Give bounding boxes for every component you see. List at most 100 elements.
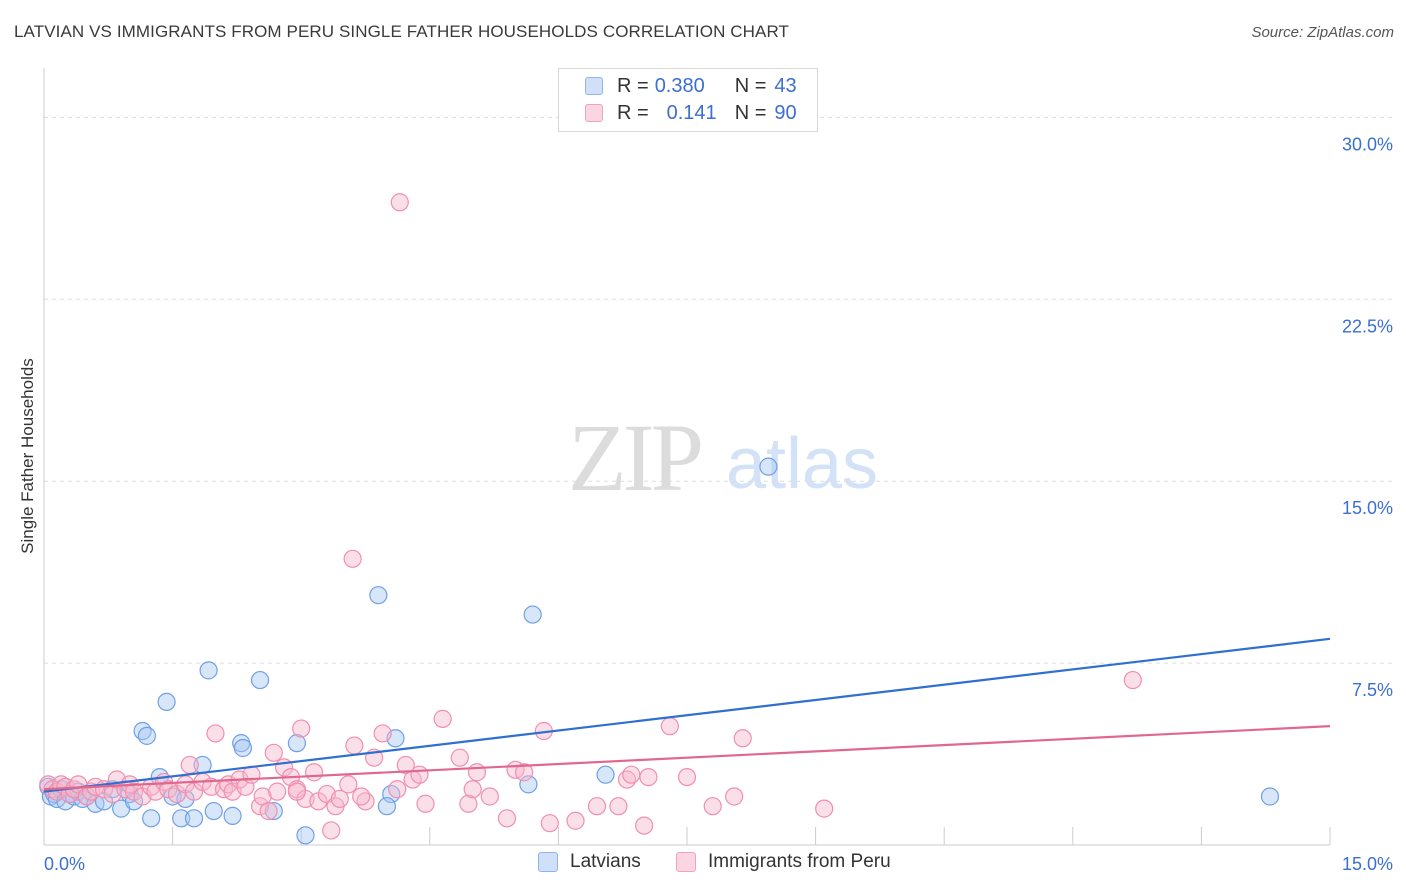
- trend-lines: [43, 637, 1331, 793]
- legend-swatch-latvians: [585, 77, 603, 95]
- data-point: [264, 743, 283, 762]
- legend-swatch-peru: [676, 852, 696, 872]
- data-point: [137, 726, 156, 745]
- data-point: [459, 794, 478, 813]
- data-point: [199, 661, 218, 680]
- data-point: [587, 797, 607, 816]
- r-label: R =: [617, 101, 649, 124]
- data-point: [233, 738, 253, 758]
- data-point: [184, 809, 204, 828]
- data-point: [296, 826, 315, 845]
- source-label: Source: ZipAtlas.com: [1251, 24, 1394, 41]
- data-point: [396, 755, 415, 775]
- data-point: [206, 724, 225, 743]
- data-point: [390, 193, 409, 212]
- legend-row-peru: R = 0.141 N = 90: [585, 101, 797, 125]
- watermark-atlas: atlas: [726, 424, 878, 504]
- watermark-zip: ZIP: [568, 404, 701, 511]
- y-tick-label: 15.0%: [1342, 498, 1393, 518]
- trend-line-latvians: [43, 637, 1331, 793]
- data-point: [523, 605, 542, 624]
- data-point: [1260, 787, 1280, 806]
- data-point: [264, 801, 283, 821]
- data-point: [382, 784, 401, 804]
- trend-line-peru: [43, 725, 1331, 791]
- data-point: [259, 801, 278, 821]
- data-point: [639, 767, 658, 787]
- y-tick-label: 22.5%: [1342, 316, 1393, 336]
- legend-label-latvians: Latvians: [570, 851, 641, 872]
- r-value: 0.380: [654, 74, 705, 97]
- legend-swatch-latvians: [538, 852, 558, 872]
- data-point: [159, 780, 178, 799]
- data-point: [733, 729, 752, 748]
- legend-item-peru: Immigrants from Peru: [676, 851, 891, 873]
- data-point: [204, 801, 223, 821]
- series-legend: Latvians Immigrants from Peru: [0, 851, 1406, 877]
- data-point: [725, 787, 744, 806]
- legend-swatch-peru: [585, 104, 603, 122]
- x-tick-label: 0.0%: [44, 854, 85, 874]
- data-point: [463, 780, 482, 799]
- data-point: [703, 797, 722, 816]
- data-point: [330, 789, 349, 809]
- n-value: 90: [774, 101, 797, 124]
- data-point: [566, 811, 585, 830]
- data-point: [660, 717, 679, 736]
- y-tick-label: 30.0%: [1342, 134, 1393, 154]
- data-point: [172, 809, 191, 828]
- legend-row-latvians: R = 0.380 N = 43: [585, 74, 797, 98]
- data-point: [343, 549, 362, 568]
- data-point: [540, 814, 559, 833]
- data-point: [287, 782, 307, 801]
- data-point: [497, 809, 517, 828]
- data-points: [39, 193, 1280, 845]
- r-value: 0.141: [666, 101, 717, 124]
- data-point: [268, 782, 287, 801]
- data-point: [759, 457, 778, 476]
- data-point: [519, 775, 538, 794]
- r-label: R =: [617, 74, 649, 97]
- data-point: [515, 763, 534, 782]
- watermark: ZIP atlas: [568, 404, 878, 511]
- data-point: [292, 719, 311, 738]
- data-point: [345, 736, 364, 755]
- data-point: [157, 692, 176, 712]
- data-point: [352, 787, 371, 806]
- tick-labels: 7.5% 15.0% 22.5% 30.0% 0.0% 15.0%: [44, 134, 1393, 874]
- data-point: [677, 767, 697, 787]
- data-point: [287, 734, 307, 753]
- data-point: [369, 586, 388, 605]
- data-point: [322, 821, 341, 840]
- series-latvians: [39, 457, 1280, 845]
- data-point: [223, 806, 242, 825]
- data-point: [433, 709, 452, 728]
- legend-item-latvians: Latvians: [538, 851, 641, 873]
- legend-label-peru: Immigrants from Peru: [708, 851, 891, 872]
- data-point: [304, 763, 324, 782]
- data-point: [1123, 670, 1142, 690]
- data-point: [388, 780, 407, 799]
- x-tick-label: 15.0%: [1342, 854, 1393, 874]
- n-label: N =: [734, 101, 767, 124]
- series-peru: [39, 193, 1142, 840]
- data-point: [142, 809, 161, 828]
- stats-legend: R = 0.380 N = 43 R = 0.141 N = 90: [558, 68, 818, 132]
- data-point: [622, 765, 641, 784]
- data-point: [250, 670, 270, 690]
- n-value: 43: [774, 74, 797, 97]
- data-point: [339, 775, 358, 794]
- data-point: [450, 748, 469, 767]
- data-point: [815, 799, 834, 818]
- data-point: [410, 765, 429, 784]
- grid-lines: [44, 116, 1392, 664]
- n-label: N =: [734, 74, 767, 97]
- chart-title: LATVIAN VS IMMIGRANTS FROM PERU SINGLE F…: [14, 22, 790, 41]
- data-point: [373, 724, 392, 743]
- data-point: [180, 755, 199, 775]
- y-tick-label: 7.5%: [1352, 680, 1393, 700]
- data-point: [377, 797, 397, 816]
- data-point: [596, 765, 615, 784]
- data-point: [635, 816, 654, 835]
